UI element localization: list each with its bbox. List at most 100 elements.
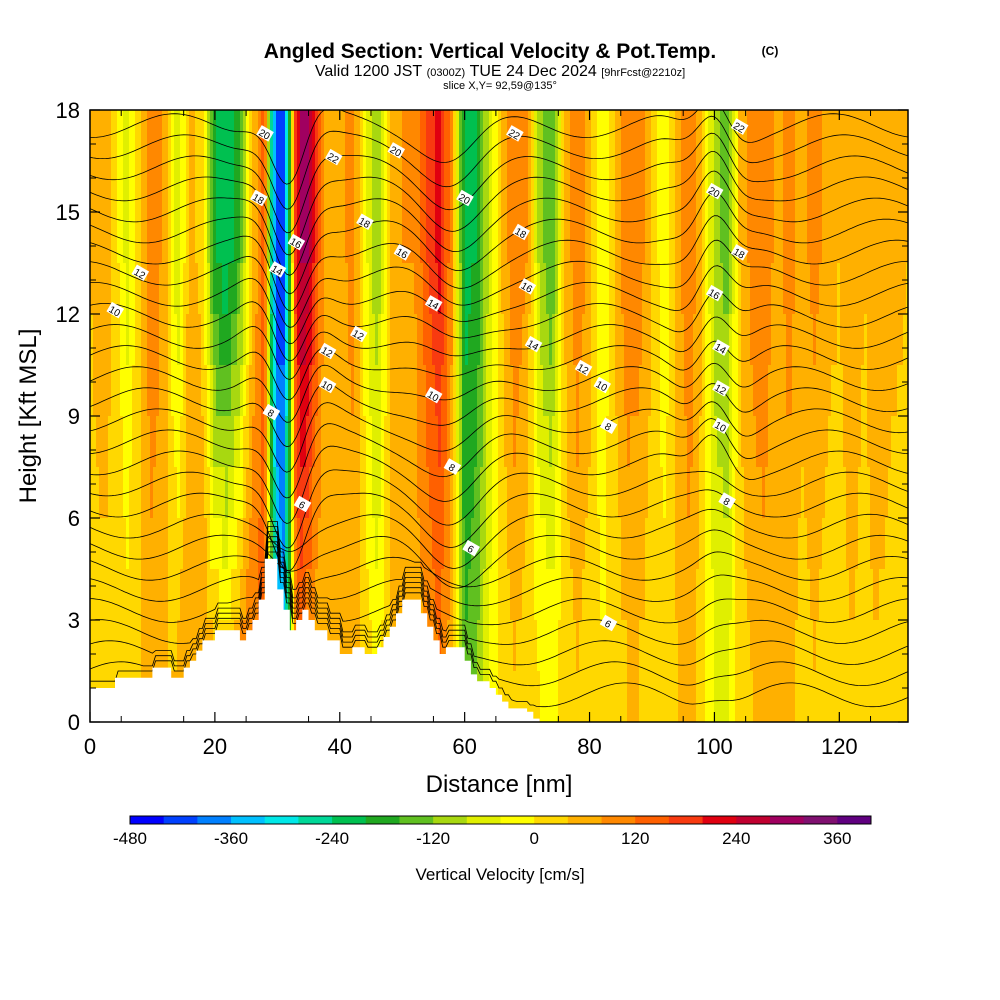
- velocity-cell: [888, 620, 892, 672]
- velocity-cell: [795, 212, 799, 264]
- velocity-cell: [633, 569, 637, 621]
- velocity-cell: [306, 416, 310, 468]
- velocity-cell: [738, 671, 742, 722]
- velocity-cell: [330, 314, 334, 366]
- velocity-cell: [642, 110, 646, 162]
- velocity-cell: [612, 110, 616, 162]
- velocity-cell: [699, 671, 703, 722]
- velocity-cell: [312, 569, 316, 621]
- velocity-cell: [756, 467, 760, 519]
- velocity-cell: [123, 569, 127, 621]
- velocity-cell: [117, 161, 121, 213]
- velocity-cell: [564, 518, 568, 570]
- velocity-cell: [210, 365, 214, 417]
- velocity-cell: [489, 518, 493, 570]
- velocity-cell: [861, 365, 865, 417]
- velocity-cell: [567, 518, 571, 570]
- velocity-cell: [321, 263, 325, 315]
- velocity-cell: [756, 212, 760, 264]
- velocity-cell: [747, 110, 751, 162]
- velocity-cell: [735, 518, 739, 570]
- velocity-cell: [393, 416, 397, 468]
- velocity-cell: [825, 569, 829, 621]
- velocity-cell: [426, 263, 430, 315]
- velocity-cell: [744, 110, 748, 162]
- velocity-cell: [345, 518, 349, 570]
- velocity-cell: [726, 263, 730, 315]
- velocity-cell: [171, 467, 175, 519]
- velocity-cell: [231, 365, 235, 417]
- velocity-cell: [297, 161, 301, 213]
- velocity-cell: [159, 212, 163, 264]
- velocity-cell: [555, 212, 559, 264]
- velocity-cell: [648, 263, 652, 315]
- velocity-cell: [150, 518, 154, 570]
- velocity-cell: [777, 518, 781, 570]
- velocity-cell: [645, 263, 649, 315]
- velocity-cell: [573, 467, 577, 519]
- velocity-cell: [252, 416, 256, 468]
- velocity-cell: [513, 314, 517, 366]
- velocity-cell: [558, 161, 562, 213]
- velocity-cell: [816, 620, 820, 672]
- velocity-cell: [393, 467, 397, 519]
- velocity-cell: [93, 161, 97, 213]
- velocity-cell: [426, 161, 430, 213]
- velocity-cell: [600, 161, 604, 213]
- colorbar-swatch: [567, 816, 602, 824]
- velocity-cell: [408, 263, 412, 315]
- velocity-cell: [141, 314, 145, 366]
- velocity-cell: [525, 365, 529, 417]
- velocity-cell: [174, 569, 178, 621]
- velocity-cell: [864, 467, 868, 519]
- velocity-cell: [291, 314, 295, 366]
- velocity-cell: [741, 365, 745, 417]
- velocity-cell: [90, 569, 94, 621]
- velocity-cell: [303, 110, 307, 162]
- velocity-cell: [411, 416, 415, 468]
- velocity-cell: [738, 467, 742, 519]
- velocity-cell: [441, 467, 445, 519]
- velocity-cell: [186, 161, 190, 213]
- velocity-cell: [501, 365, 505, 417]
- velocity-cell: [108, 569, 112, 621]
- velocity-cell: [261, 314, 265, 366]
- velocity-cell: [384, 314, 388, 366]
- velocity-cell: [879, 518, 883, 570]
- velocity-cell: [789, 518, 793, 570]
- velocity-cell: [294, 161, 298, 213]
- velocity-cell: [231, 467, 235, 519]
- velocity-cell: [594, 365, 598, 417]
- velocity-cell: [414, 416, 418, 468]
- velocity-cell: [144, 620, 148, 672]
- velocity-cell: [795, 518, 799, 570]
- velocity-cell: [294, 416, 298, 468]
- velocity-cell: [474, 263, 478, 315]
- velocity-cell: [390, 263, 394, 315]
- velocity-cell: [744, 314, 748, 366]
- velocity-cell: [750, 263, 754, 315]
- velocity-cell: [690, 110, 694, 162]
- velocity-cell: [132, 518, 136, 570]
- velocity-cell: [198, 314, 202, 366]
- velocity-cell: [231, 263, 235, 315]
- velocity-cell: [462, 263, 466, 315]
- velocity-cell: [588, 518, 592, 570]
- velocity-cell: [504, 467, 508, 519]
- velocity-cell: [513, 365, 517, 417]
- colorbar-swatch: [163, 816, 198, 824]
- velocity-cell: [426, 212, 430, 264]
- velocity-cell: [162, 569, 166, 621]
- velocity-cell: [615, 569, 619, 621]
- velocity-cell: [438, 620, 442, 672]
- velocity-cell: [504, 263, 508, 315]
- velocity-cell: [717, 314, 721, 366]
- velocity-cell: [567, 620, 571, 672]
- velocity-cell: [111, 620, 115, 672]
- velocity-cell: [120, 569, 124, 621]
- velocity-cell: [558, 365, 562, 417]
- y-tick-label: 9: [68, 404, 80, 429]
- velocity-cell: [855, 620, 859, 672]
- velocity-cell: [861, 518, 865, 570]
- velocity-cell: [369, 212, 373, 264]
